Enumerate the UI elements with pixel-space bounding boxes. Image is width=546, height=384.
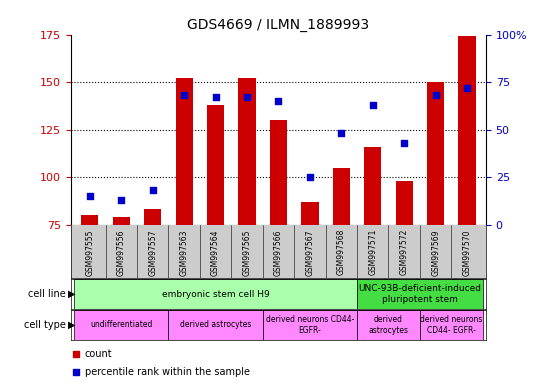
Text: GSM997557: GSM997557 [148, 229, 157, 276]
Point [72, 369, 80, 375]
Text: ▶: ▶ [68, 289, 76, 299]
Bar [74, 310, 168, 340]
Point [337, 130, 346, 136]
Text: GSM997567: GSM997567 [305, 229, 314, 276]
Bar [357, 310, 420, 340]
Text: GSM997566: GSM997566 [274, 229, 283, 276]
Text: derived astrocytes: derived astrocytes [180, 320, 251, 329]
Bar [420, 310, 483, 340]
Text: derived neurons CD44-
EGFR-: derived neurons CD44- EGFR- [266, 315, 354, 334]
Text: GSM997563: GSM997563 [180, 229, 189, 276]
Text: cell line: cell line [28, 289, 66, 299]
Text: derived neurons
CD44- EGFR-: derived neurons CD44- EGFR- [420, 315, 483, 334]
Text: percentile rank within the sample: percentile rank within the sample [85, 366, 250, 377]
Bar [175, 78, 193, 225]
Point [431, 92, 440, 98]
Point [400, 140, 408, 146]
Point [242, 94, 251, 100]
Title: GDS4669 / ILMN_1889993: GDS4669 / ILMN_1889993 [187, 18, 370, 32]
Point [369, 102, 377, 108]
Text: GSM997556: GSM997556 [117, 229, 126, 276]
Bar [364, 147, 382, 225]
Text: GSM997565: GSM997565 [242, 229, 252, 276]
Text: derived
astrocytes: derived astrocytes [369, 315, 408, 334]
Bar [74, 279, 357, 309]
Text: GSM997568: GSM997568 [337, 229, 346, 275]
Text: UNC-93B-deficient-induced
pluripotent stem: UNC-93B-deficient-induced pluripotent st… [358, 285, 482, 304]
Point [274, 98, 283, 104]
Bar [168, 310, 263, 340]
Bar [263, 310, 357, 340]
Text: count: count [85, 349, 112, 359]
Bar [427, 82, 444, 225]
Text: ▶: ▶ [68, 320, 76, 330]
Bar [357, 279, 483, 309]
Text: cell type: cell type [23, 320, 66, 330]
Point [180, 92, 188, 98]
Text: GSM997572: GSM997572 [400, 229, 409, 275]
Text: GSM997570: GSM997570 [462, 229, 472, 276]
Point [86, 193, 94, 199]
Point [117, 197, 126, 203]
Text: embryonic stem cell H9: embryonic stem cell H9 [162, 290, 270, 299]
Point [306, 174, 314, 180]
Text: GSM997569: GSM997569 [431, 229, 440, 276]
Bar [459, 36, 476, 225]
Point [72, 351, 80, 357]
Point [211, 94, 220, 100]
Point [149, 187, 157, 194]
Bar [207, 105, 224, 225]
Text: undifferentiated: undifferentiated [90, 320, 152, 329]
Bar [301, 202, 318, 225]
Bar [333, 168, 350, 225]
Bar [395, 181, 413, 225]
Bar [270, 120, 287, 225]
Bar [144, 209, 162, 225]
Text: GSM997555: GSM997555 [85, 229, 94, 276]
Bar [239, 78, 256, 225]
Point [462, 85, 471, 91]
Text: GSM997564: GSM997564 [211, 229, 220, 276]
Bar [81, 215, 98, 225]
Bar [112, 217, 130, 225]
Text: GSM997571: GSM997571 [368, 229, 377, 275]
